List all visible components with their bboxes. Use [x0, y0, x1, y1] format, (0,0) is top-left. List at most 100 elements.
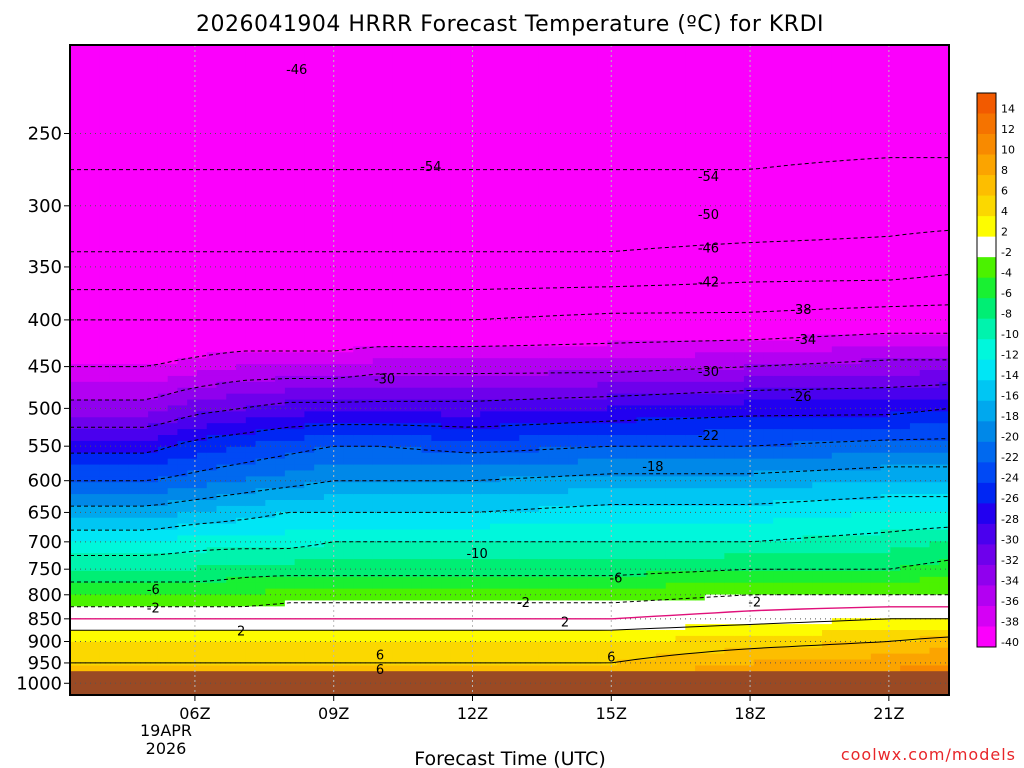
field-cell [519, 86, 530, 93]
field-cell [245, 482, 257, 489]
field-cell [138, 488, 149, 495]
field-cell [489, 565, 501, 572]
field-cell [206, 618, 218, 625]
field-cell [450, 175, 462, 182]
field-cell [236, 169, 247, 176]
field-cell [392, 488, 403, 495]
field-cell [363, 80, 374, 87]
field-cell [470, 612, 481, 619]
field-cell [275, 435, 286, 442]
field-cell [294, 334, 305, 342]
field-cell [167, 210, 179, 217]
field-cell [226, 606, 237, 613]
field-cell [157, 559, 169, 566]
field-cell [196, 216, 208, 223]
field-cell [196, 600, 208, 607]
field-cell [480, 446, 491, 454]
field-cell [294, 624, 305, 631]
field-cell [109, 74, 120, 82]
field-cell [148, 305, 159, 312]
field-cell [353, 263, 364, 271]
field-cell [196, 440, 208, 448]
field-cell [79, 535, 91, 542]
field-cell [323, 322, 335, 330]
field-cell [157, 494, 169, 501]
field-cell [343, 269, 354, 277]
field-cell [255, 228, 266, 235]
field-cell [392, 56, 403, 64]
field-cell [148, 328, 159, 336]
field-cell [177, 310, 188, 318]
field-cell [499, 340, 511, 347]
field-cell [509, 399, 520, 407]
field-cell [509, 352, 520, 359]
field-cell [70, 630, 81, 637]
field-cell [236, 240, 247, 247]
field-cell [421, 86, 432, 93]
field-cell [236, 630, 247, 637]
field-cell [70, 334, 81, 342]
field-cell [402, 245, 413, 253]
field-cell [372, 535, 384, 542]
field-cell [314, 56, 325, 64]
field-cell [509, 565, 520, 572]
field-cell [489, 340, 501, 347]
field-cell [167, 381, 179, 389]
field-cell [441, 405, 452, 412]
field-cell [138, 346, 149, 353]
field-cell [216, 127, 227, 135]
field-cell [196, 494, 208, 501]
field-cell [206, 251, 218, 259]
field-cell [333, 328, 345, 336]
field-cell [70, 56, 81, 64]
field-cell [372, 523, 384, 531]
field-cell [226, 358, 237, 365]
field-cell [519, 523, 530, 531]
field-cell [480, 417, 491, 424]
field-cell [70, 145, 81, 152]
field-cell [363, 482, 374, 489]
field-cell [363, 440, 374, 448]
field-cell [470, 68, 481, 76]
field-cell [216, 328, 227, 336]
field-cell [70, 228, 81, 235]
field-cell [206, 535, 218, 542]
field-cell [99, 393, 110, 401]
field-cell [441, 210, 452, 217]
field-cell [489, 68, 501, 76]
field-cell [148, 553, 159, 560]
field-cell [275, 68, 286, 76]
field-cell [216, 529, 227, 537]
field-cell [509, 440, 520, 448]
field-cell [206, 287, 218, 294]
field-cell [372, 494, 384, 501]
field-cell [323, 186, 335, 194]
field-cell [431, 411, 442, 418]
field-cell [333, 665, 345, 672]
field-cell [431, 417, 442, 424]
field-cell [441, 157, 452, 164]
field-cell [167, 169, 179, 176]
field-cell [421, 305, 432, 312]
field-cell [294, 139, 305, 147]
field-cell [79, 470, 91, 477]
field-cell [70, 429, 81, 436]
field-cell [489, 222, 501, 229]
field-cell [421, 582, 432, 590]
field-cell [519, 576, 530, 584]
field-cell [157, 145, 169, 152]
field-cell [255, 169, 266, 176]
field-cell [284, 541, 296, 548]
field-cell [148, 582, 159, 590]
field-cell [109, 110, 120, 117]
field-cell [450, 216, 462, 223]
field-cell [480, 505, 491, 513]
field-cell [372, 127, 384, 135]
field-cell [509, 606, 520, 613]
field-cell [157, 115, 169, 123]
field-cell [196, 151, 208, 158]
field-cell [314, 151, 325, 158]
field-cell [206, 163, 218, 170]
field-cell [431, 263, 442, 271]
field-cell [421, 299, 432, 306]
